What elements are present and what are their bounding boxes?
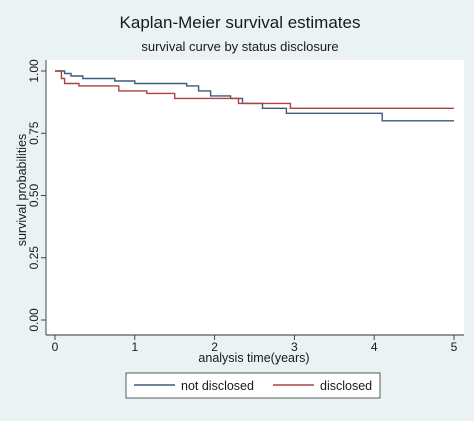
legend: not disclosed disclosed [125, 372, 381, 399]
y-tick-label: 0.25 [27, 246, 41, 270]
chart-subtitle: survival curve by status disclosure [141, 39, 338, 54]
x-tick-label: 5 [451, 340, 458, 354]
axes: 0 1 2 3 4 5 0.00 0.25 0.50 0.75 1.00 [27, 59, 464, 354]
legend-label-disclosed: disclosed [320, 379, 372, 393]
chart-title: Kaplan-Meier survival estimates [120, 13, 361, 32]
y-tick-label: 0.00 [27, 308, 41, 332]
x-tick-label: 3 [291, 340, 298, 354]
x-tick-label: 0 [52, 340, 59, 354]
y-axis-label: survival probabilities [15, 134, 29, 247]
series-group [55, 70, 454, 122]
x-tick-label: 2 [211, 340, 218, 354]
plot-area [46, 60, 464, 335]
series-line-disclosed [55, 70, 454, 110]
y-tick-label: 0.75 [27, 121, 41, 145]
x-tick-label: 1 [131, 340, 138, 354]
legend-label-not-disclosed: not disclosed [181, 379, 254, 393]
y-tick-label: 1.00 [27, 59, 41, 83]
x-tick-label: 4 [371, 340, 378, 354]
x-axis-label: analysis time(years) [198, 351, 309, 365]
series-line-not-disclosed [55, 70, 454, 122]
y-tick-label: 0.50 [27, 183, 41, 207]
